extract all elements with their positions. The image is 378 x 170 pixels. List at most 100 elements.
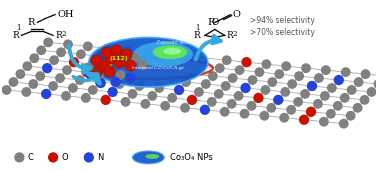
Point (93, 59, 99, 62)
Point (328, 112, 334, 115)
Point (108, 57, 114, 59)
Text: >94% selectivity: >94% selectivity (249, 16, 314, 25)
Ellipse shape (132, 151, 164, 164)
Text: N: N (97, 153, 103, 162)
Point (356, 81, 362, 83)
Point (127, 77, 133, 79)
Point (57, 77, 63, 79)
Point (97, 77, 103, 79)
Point (63, 95, 69, 97)
Point (235, 95, 242, 97)
Point (322, 95, 328, 97)
Point (224, 59, 230, 62)
Point (124, 49, 130, 52)
Point (348, 114, 354, 117)
Point (83, 97, 89, 99)
Point (122, 53, 129, 56)
Text: (112): (112) (109, 56, 128, 61)
Text: Co₃O₄ NPs: Co₃O₄ NPs (170, 153, 213, 162)
Point (261, 114, 267, 117)
Point (38, 49, 44, 52)
Point (341, 122, 347, 125)
Point (86, 66, 92, 69)
Point (139, 64, 146, 66)
Text: R: R (193, 31, 200, 40)
Point (301, 118, 307, 121)
Point (91, 63, 97, 65)
Point (129, 93, 135, 95)
FancyArrowPatch shape (196, 36, 221, 59)
Point (229, 103, 235, 105)
Point (315, 103, 321, 105)
Point (363, 73, 369, 75)
Point (98, 82, 104, 84)
Point (262, 89, 268, 91)
Point (78, 53, 84, 56)
Text: R: R (208, 18, 215, 27)
Ellipse shape (89, 37, 208, 87)
Point (269, 81, 275, 83)
Text: OH: OH (57, 10, 74, 19)
Point (282, 91, 288, 93)
Text: R: R (55, 31, 62, 40)
Point (283, 65, 289, 67)
Ellipse shape (133, 42, 193, 67)
Point (281, 116, 287, 119)
Text: Exposed active plane: Exposed active plane (157, 40, 209, 45)
Point (144, 51, 150, 54)
Text: O: O (61, 153, 68, 162)
Point (223, 85, 229, 87)
Point (309, 85, 315, 87)
Point (329, 87, 335, 89)
Point (302, 93, 308, 95)
Point (256, 71, 262, 73)
Point (222, 110, 228, 113)
Point (323, 69, 329, 71)
Point (98, 55, 104, 58)
Point (103, 51, 109, 54)
Point (308, 110, 314, 113)
Point (93, 71, 99, 73)
Point (229, 77, 235, 79)
Point (202, 108, 208, 111)
Point (105, 70, 112, 72)
Point (103, 99, 109, 101)
Point (45, 41, 51, 44)
Point (209, 100, 215, 103)
Point (113, 81, 119, 83)
Point (164, 53, 170, 56)
Point (303, 67, 309, 70)
Point (162, 105, 168, 107)
Point (176, 89, 182, 91)
Point (355, 106, 361, 109)
Point (375, 83, 378, 85)
Text: 1: 1 (195, 24, 200, 32)
Point (256, 97, 262, 99)
Point (243, 87, 249, 89)
Point (64, 69, 70, 71)
Point (249, 79, 256, 81)
Point (37, 75, 43, 77)
Point (31, 57, 37, 59)
Point (237, 69, 243, 71)
Point (110, 91, 116, 93)
Text: O: O (211, 19, 218, 28)
Point (288, 108, 294, 111)
Point (132, 57, 138, 59)
Point (343, 71, 349, 73)
Point (216, 93, 222, 95)
Point (50, 156, 56, 159)
Point (116, 61, 122, 64)
Point (65, 43, 71, 46)
Text: R: R (28, 18, 35, 27)
Point (127, 64, 133, 66)
Point (30, 83, 36, 85)
Text: C: C (27, 153, 33, 162)
Point (243, 61, 249, 64)
Text: >70% selectivity: >70% selectivity (249, 28, 314, 37)
Point (88, 74, 94, 76)
Point (289, 83, 295, 85)
Point (242, 112, 248, 115)
Text: 2: 2 (61, 30, 65, 38)
Point (321, 120, 327, 123)
